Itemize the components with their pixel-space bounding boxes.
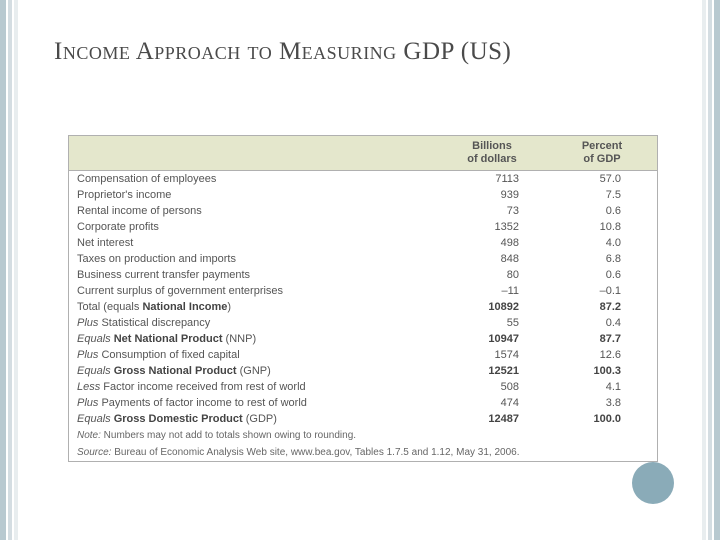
decor-stripe-left-2 (8, 0, 12, 540)
row-label-cell: Current surplus of government enterprise… (69, 284, 437, 298)
table-row: Compensation of employees711357.0 (69, 171, 657, 187)
table-row: Plus Payments of factor income to rest o… (69, 395, 657, 411)
table-note: Note: Numbers may not add to totals show… (69, 427, 657, 444)
row-billions-cell: 12521 (437, 364, 547, 378)
row-percent-cell: –0.1 (547, 284, 657, 298)
row-label-cell: Total (equals National Income) (69, 300, 437, 314)
row-label-cell: Equals Gross National Product (GNP) (69, 364, 437, 378)
table-header-empty (69, 136, 437, 170)
row-percent-cell: 0.4 (547, 316, 657, 330)
row-label-cell: Equals Net National Product (NNP) (69, 332, 437, 346)
decor-stripe-right-2 (708, 0, 712, 540)
table-header-billions: Billions of dollars (437, 136, 547, 170)
table-row: Current surplus of government enterprise… (69, 283, 657, 299)
row-billions-cell: 80 (437, 268, 547, 282)
table-row: Net interest4984.0 (69, 235, 657, 251)
decor-stripe-left-3 (14, 0, 18, 540)
row-billions-cell: 7113 (437, 172, 547, 186)
row-billions-cell: 939 (437, 188, 547, 202)
row-percent-cell: 7.5 (547, 188, 657, 202)
row-percent-cell: 100.0 (547, 412, 657, 426)
row-percent-cell: 57.0 (547, 172, 657, 186)
row-billions-cell: 55 (437, 316, 547, 330)
table-row: Total (equals National Income)1089287.2 (69, 299, 657, 315)
table-row: Less Factor income received from rest of… (69, 379, 657, 395)
table-body: Compensation of employees711357.0Proprie… (69, 171, 657, 427)
row-billions-cell: 10947 (437, 332, 547, 346)
row-label-cell: Equals Gross Domestic Product (GDP) (69, 412, 437, 426)
row-billions-cell: –11 (437, 284, 547, 298)
gdp-table: Billions of dollars Percent of GDP Compe… (68, 135, 658, 462)
row-label-cell: Net interest (69, 236, 437, 250)
decor-stripe-left-1 (0, 0, 6, 540)
row-label-cell: Taxes on production and imports (69, 252, 437, 266)
row-percent-cell: 0.6 (547, 204, 657, 218)
row-billions-cell: 848 (437, 252, 547, 266)
row-percent-cell: 0.6 (547, 268, 657, 282)
decor-stripe-right-3 (702, 0, 706, 540)
row-label-cell: Plus Payments of factor income to rest o… (69, 396, 437, 410)
table-row: Plus Statistical discrepancy550.4 (69, 315, 657, 331)
row-label-cell: Proprietor's income (69, 188, 437, 202)
row-percent-cell: 87.7 (547, 332, 657, 346)
page-title: Income Approach to Measuring GDP (US) (54, 38, 511, 66)
table-header-row: Billions of dollars Percent of GDP (69, 136, 657, 171)
row-label-cell: Less Factor income received from rest of… (69, 380, 437, 394)
row-billions-cell: 474 (437, 396, 547, 410)
row-percent-cell: 4.1 (547, 380, 657, 394)
table-row: Taxes on production and imports8486.8 (69, 251, 657, 267)
table-row: Rental income of persons730.6 (69, 203, 657, 219)
row-billions-cell: 73 (437, 204, 547, 218)
table-row: Equals Net National Product (NNP)1094787… (69, 331, 657, 347)
table-row: Proprietor's income9397.5 (69, 187, 657, 203)
row-billions-cell: 508 (437, 380, 547, 394)
table-source: Source: Bureau of Economic Analysis Web … (69, 444, 657, 461)
row-billions-cell: 12487 (437, 412, 547, 426)
row-percent-cell: 6.8 (547, 252, 657, 266)
row-percent-cell: 10.8 (547, 220, 657, 234)
row-percent-cell: 87.2 (547, 300, 657, 314)
table-header-percent: Percent of GDP (547, 136, 657, 170)
decor-circle (632, 462, 674, 504)
row-label-cell: Business current transfer payments (69, 268, 437, 282)
row-percent-cell: 12.6 (547, 348, 657, 362)
table-row: Equals Gross National Product (GNP)12521… (69, 363, 657, 379)
row-billions-cell: 498 (437, 236, 547, 250)
row-percent-cell: 3.8 (547, 396, 657, 410)
row-percent-cell: 4.0 (547, 236, 657, 250)
row-label-cell: Compensation of employees (69, 172, 437, 186)
row-label-cell: Rental income of persons (69, 204, 437, 218)
table-row: Plus Consumption of fixed capital157412.… (69, 347, 657, 363)
row-billions-cell: 1352 (437, 220, 547, 234)
table-row: Corporate profits135210.8 (69, 219, 657, 235)
row-percent-cell: 100.3 (547, 364, 657, 378)
table-row: Business current transfer payments800.6 (69, 267, 657, 283)
row-label-cell: Plus Consumption of fixed capital (69, 348, 437, 362)
row-label-cell: Plus Statistical discrepancy (69, 316, 437, 330)
row-billions-cell: 1574 (437, 348, 547, 362)
decor-stripe-right-1 (714, 0, 720, 540)
table-row: Equals Gross Domestic Product (GDP)12487… (69, 411, 657, 427)
row-billions-cell: 10892 (437, 300, 547, 314)
row-label-cell: Corporate profits (69, 220, 437, 234)
